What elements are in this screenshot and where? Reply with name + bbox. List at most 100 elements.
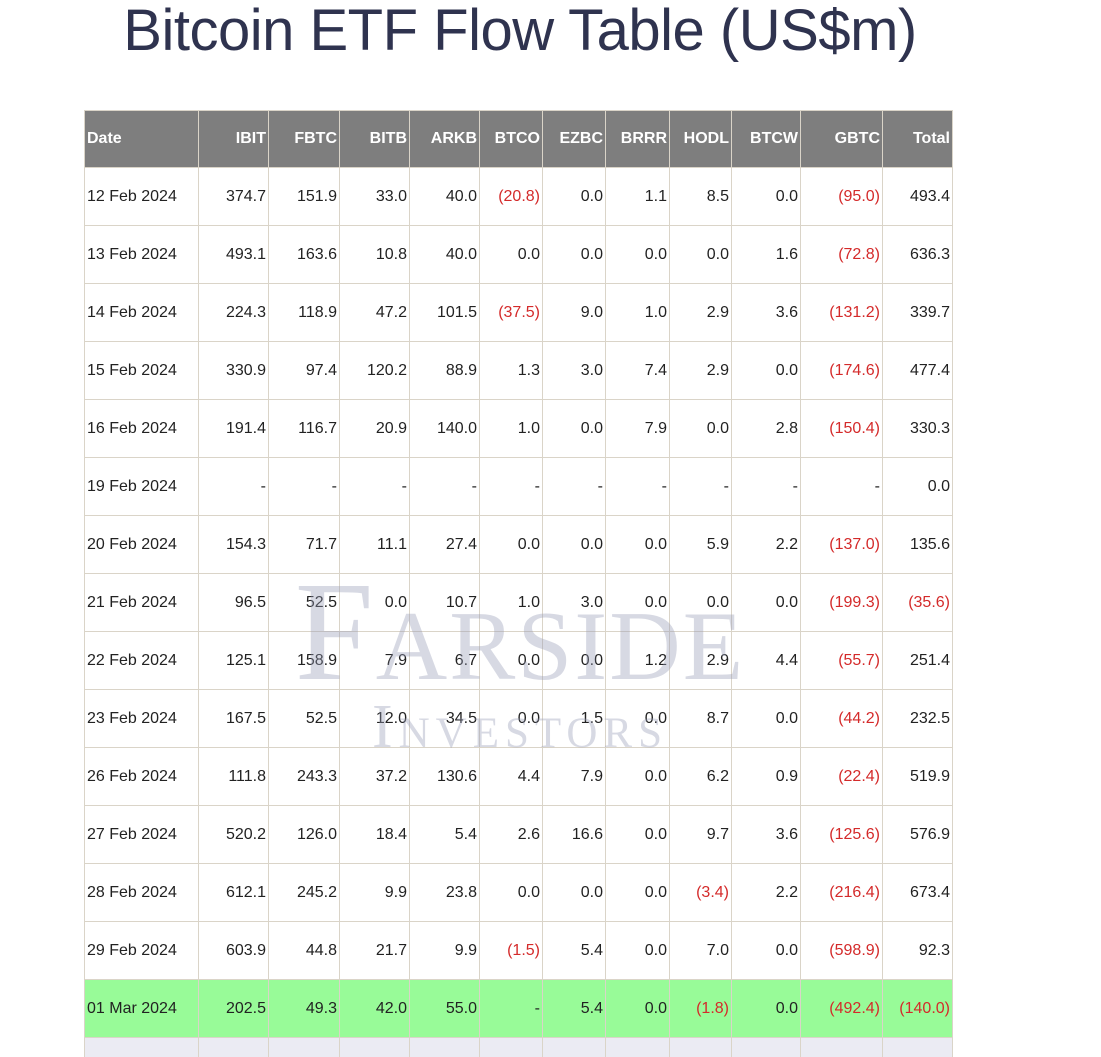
flow-cell-ezbc: 5.4 (542, 921, 606, 980)
flow-cell-ibit: 167.5 (198, 689, 269, 748)
flow-cell-bitb: - (339, 457, 410, 516)
empty-cell (339, 1037, 410, 1057)
flow-cell-btco: 0.0 (479, 689, 543, 748)
flow-cell-ibit: 374.7 (198, 167, 269, 226)
flow-cell-ibit: 603.9 (198, 921, 269, 980)
flow-cell-brrr: 0.0 (605, 225, 670, 284)
flow-cell-bitb: 20.9 (339, 399, 410, 458)
flow-cell-gbtc: (95.0) (800, 167, 883, 226)
flow-cell-bitb: 9.9 (339, 863, 410, 922)
flow-cell-fbtc: 126.0 (268, 805, 340, 864)
flow-cell-btco: 1.0 (479, 573, 543, 632)
flow-cell-gbtc: (72.8) (800, 225, 883, 284)
flow-cell-brrr: 0.0 (605, 921, 670, 980)
column-header-hodl: HODL (669, 110, 732, 168)
column-header-ibit: IBIT (198, 110, 269, 168)
flow-cell-arkb: 140.0 (409, 399, 480, 458)
flow-cell-fbtc: 71.7 (268, 515, 340, 574)
flow-cell-ezbc: 7.9 (542, 747, 606, 806)
column-header-gbtc: GBTC (800, 110, 883, 168)
column-header-btco: BTCO (479, 110, 543, 168)
table-row: 26 Feb 2024 111.8 243.3 37.2 130.6 4.4 7.9 0.0 6… (84, 747, 953, 806)
flow-cell-ibit: 191.4 (198, 399, 269, 458)
flow-cell-fbtc: 52.5 (268, 689, 340, 748)
flow-cell-hodl: 0.0 (669, 225, 732, 284)
flow-cell-arkb: 9.9 (409, 921, 480, 980)
table-row: 12 Feb 2024 374.7 151.9 33.0 40.0 (20.8) 0.0 1.… (84, 167, 953, 226)
date-cell: 29 Feb 2024 (84, 921, 199, 980)
flow-cell-brrr: 0.0 (605, 863, 670, 922)
date-cell: 01 Mar 2024 (84, 979, 199, 1038)
table-body: 12 Feb 2024 374.7 151.9 33.0 40.0 (20.8) 0.0 1.… (84, 167, 953, 1057)
table-row: 29 Feb 2024 603.9 44.8 21.7 9.9 (1.5) 5.4 0.0 7.… (84, 921, 953, 980)
flow-cell-brrr: 0.0 (605, 747, 670, 806)
flow-cell-brrr: 7.4 (605, 341, 670, 400)
flow-cell-brrr: 1.2 (605, 631, 670, 690)
flow-cell-btco: 0.0 (479, 515, 543, 574)
flow-cell-bitb: 12.0 (339, 689, 410, 748)
flow-cell-total: 0.0 (882, 457, 953, 516)
flow-cell-ezbc: - (542, 457, 606, 516)
table-row: 19 Feb 2024- - - - - - - - - -0.0 (84, 457, 953, 516)
flow-cell-hodl: (1.8) (669, 979, 732, 1038)
empty-cell (882, 1037, 953, 1057)
flow-cell-btco: (37.5) (479, 283, 543, 342)
flow-cell-gbtc: (199.3) (800, 573, 883, 632)
date-cell: 19 Feb 2024 (84, 457, 199, 516)
flow-cell-ezbc: 1.5 (542, 689, 606, 748)
flow-cell-brrr: 7.9 (605, 399, 670, 458)
flow-cell-arkb: 27.4 (409, 515, 480, 574)
flow-cell-brrr: 0.0 (605, 689, 670, 748)
table-row: 23 Feb 2024 167.5 52.5 12.0 34.5 0.0 1.5 0.0 8.7… (84, 689, 953, 748)
empty-cell (198, 1037, 269, 1057)
flow-cell-hodl: 9.7 (669, 805, 732, 864)
flow-cell-gbtc: (137.0) (800, 515, 883, 574)
flow-cell-hodl: 5.9 (669, 515, 732, 574)
flow-cell-total: 330.3 (882, 399, 953, 458)
flow-cell-bitb: 42.0 (339, 979, 410, 1038)
flow-cell-hodl: 2.9 (669, 341, 732, 400)
flow-cell-btcw: - (731, 457, 801, 516)
flow-cell-fbtc: 245.2 (268, 863, 340, 922)
flow-cell-brrr: 1.1 (605, 167, 670, 226)
page-title: Bitcoin ETF Flow Table (US$m) (123, 0, 917, 63)
flow-cell-ibit: 154.3 (198, 515, 269, 574)
date-cell: 23 Feb 2024 (84, 689, 199, 748)
flow-cell-total: 232.5 (882, 689, 953, 748)
flow-cell-btco: 0.0 (479, 863, 543, 922)
table-row: 01 Mar 2024 202.5 49.3 42.0 55.0-5.4 0.0 (1.8)… (84, 979, 953, 1038)
header-row: Date IBIT FBTC BITB ARKB BTCO EZBC BRRR HODL BTCW… (84, 110, 953, 168)
flow-cell-bitb: 37.2 (339, 747, 410, 806)
flow-cell-bitb: 120.2 (339, 341, 410, 400)
flow-cell-total: 477.4 (882, 341, 953, 400)
table-row: 21 Feb 2024 96.5 52.5 0.0 10.7 1.0 3.0 0.0 0.0 0.… (84, 573, 953, 632)
flow-cell-bitb: 21.7 (339, 921, 410, 980)
flow-cell-gbtc: (150.4) (800, 399, 883, 458)
flow-cell-ezbc: 3.0 (542, 341, 606, 400)
date-cell: 21 Feb 2024 (84, 573, 199, 632)
flow-cell-brrr: 0.0 (605, 805, 670, 864)
column-header-total: Total (882, 110, 953, 168)
flow-cell-arkb: 40.0 (409, 167, 480, 226)
flow-cell-bitb: 33.0 (339, 167, 410, 226)
flow-cell-total: 135.6 (882, 515, 953, 574)
flow-cell-arkb: 34.5 (409, 689, 480, 748)
flow-cell-btcw: 2.8 (731, 399, 801, 458)
flow-cell-ezbc: 3.0 (542, 573, 606, 632)
flow-cell-arkb: 10.7 (409, 573, 480, 632)
table-row-partial (84, 1037, 953, 1057)
flow-cell-gbtc: (125.6) (800, 805, 883, 864)
flow-cell-gbtc: (22.4) (800, 747, 883, 806)
flow-cell-hodl: 8.7 (669, 689, 732, 748)
flow-cell-arkb: - (409, 457, 480, 516)
flow-cell-total: 339.7 (882, 283, 953, 342)
flow-cell-btco: 1.3 (479, 341, 543, 400)
flow-cell-ezbc: 16.6 (542, 805, 606, 864)
flow-cell-fbtc: 52.5 (268, 573, 340, 632)
flow-cell-ibit: 493.1 (198, 225, 269, 284)
table-row: 14 Feb 2024 224.3 118.9 47.2 101.5 (37.5) 9.0 1… (84, 283, 953, 342)
date-cell: 26 Feb 2024 (84, 747, 199, 806)
flow-cell-hodl: 7.0 (669, 921, 732, 980)
flow-cell-brrr: 0.0 (605, 573, 670, 632)
flow-cell-arkb: 23.8 (409, 863, 480, 922)
